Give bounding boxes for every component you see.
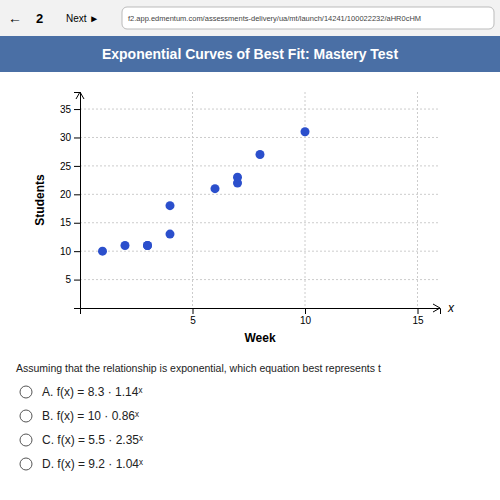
point	[233, 173, 242, 182]
y-tick-mark	[74, 251, 80, 252]
answer-choice[interactable]: A. f(x) = 8.3 · 1.14ˣ	[42, 385, 142, 399]
answer-choice[interactable]: D. f(x) = 9.2 · 1.04ˣ	[42, 457, 143, 471]
answer-choice[interactable]: B. f(x) = 10 · 0.86ˣ	[42, 409, 139, 423]
header: Exponential Curves of Best Fit: Mastery …	[0, 36, 500, 72]
question-text: Assuming that the relationship is expone…	[16, 362, 381, 374]
radio-button[interactable]	[20, 434, 32, 446]
y-tick-mark	[74, 166, 80, 167]
grid-line-y	[80, 251, 440, 252]
y-tick-label: 15	[60, 217, 72, 228]
back-arrow[interactable]: ←	[8, 10, 22, 26]
x-tick-mark	[305, 308, 306, 314]
x-tick: 10	[300, 308, 312, 326]
y-tick: 20	[60, 189, 80, 200]
x-axis-title: Week	[244, 331, 275, 345]
y-tick-label: 10	[60, 246, 72, 257]
x-tick-label: 5	[190, 315, 196, 326]
x-tick-mark	[418, 308, 419, 314]
y-tick-mark	[74, 194, 80, 195]
grid-line-x	[192, 92, 193, 308]
y-tick-mark	[74, 280, 80, 281]
point	[98, 247, 107, 256]
point	[166, 201, 175, 210]
point	[143, 241, 152, 250]
grid	[80, 92, 440, 308]
x-tick: 15	[412, 308, 424, 326]
y-tick-label: 5	[65, 274, 71, 285]
url-text: f2.app.edmentum.com/assessments-delivery…	[128, 14, 421, 23]
x-tick-label: 10	[300, 315, 312, 326]
question-number: 2	[36, 11, 43, 26]
y-tick-mark	[74, 223, 80, 224]
browser-bar: ← 2 Next ► f2.app.edmentum.com/assessments-…	[0, 0, 500, 36]
browser-bar-bg	[0, 0, 500, 36]
point	[121, 241, 130, 250]
y-tick: 10	[60, 246, 80, 257]
x-axis-line	[81, 309, 441, 315]
y-tick: 5	[65, 274, 80, 285]
radio-button[interactable]	[20, 410, 32, 422]
title: Exponential Curves of Best Fit: Mastery …	[102, 46, 398, 62]
header-bg	[0, 36, 500, 72]
points	[98, 127, 310, 255]
x-axis: 5 10 15	[81, 308, 441, 326]
point	[166, 230, 175, 239]
grid-line-x	[417, 92, 418, 308]
grid-line-y	[80, 194, 440, 195]
grid-line-y	[80, 137, 440, 138]
grid-line-y	[80, 165, 440, 166]
radio-button[interactable]	[20, 386, 32, 398]
grid-line-y	[80, 279, 440, 280]
point	[143, 241, 152, 250]
x-tick-mark	[193, 308, 194, 314]
grid-line-y	[80, 222, 440, 223]
y-tick: 30	[60, 132, 80, 143]
y-tick-label: 25	[60, 161, 72, 172]
y-tick-label: 35	[60, 104, 72, 115]
answer-choice[interactable]: C. f(x) = 5.5 · 2.35ˣ	[42, 433, 143, 447]
y-tick-label: 20	[60, 189, 72, 200]
url-box[interactable]	[122, 7, 494, 29]
y-tick: 35	[60, 104, 80, 115]
y-tick: 25	[60, 161, 80, 172]
y-axis-title: Students	[33, 174, 47, 226]
x-tick: 5	[190, 308, 196, 326]
grid-line-y	[80, 109, 440, 110]
grid-line-x	[305, 92, 306, 308]
y-axis-line	[74, 93, 81, 309]
y-tick: 15	[60, 217, 80, 228]
point	[301, 127, 310, 136]
y-tick-mark	[74, 137, 80, 138]
page: ← 2 Next ► f2.app.edmentum.com/assessments-…	[0, 0, 500, 500]
next-button[interactable]: Next ►	[66, 13, 99, 24]
x-axis-arrow	[433, 304, 440, 312]
x-tick-label: 15	[412, 315, 424, 326]
point	[211, 184, 220, 193]
point	[256, 150, 265, 159]
y-tick-label: 30	[60, 132, 72, 143]
radio-button[interactable]	[20, 458, 32, 470]
axis-variable: x	[447, 301, 455, 315]
y-axis-arrow	[76, 92, 84, 99]
y-tick-mark	[74, 109, 80, 110]
question: Assuming that the relationship is expone…	[16, 362, 381, 471]
y-axis: 5 10 15 20 25 30 35	[60, 93, 81, 309]
